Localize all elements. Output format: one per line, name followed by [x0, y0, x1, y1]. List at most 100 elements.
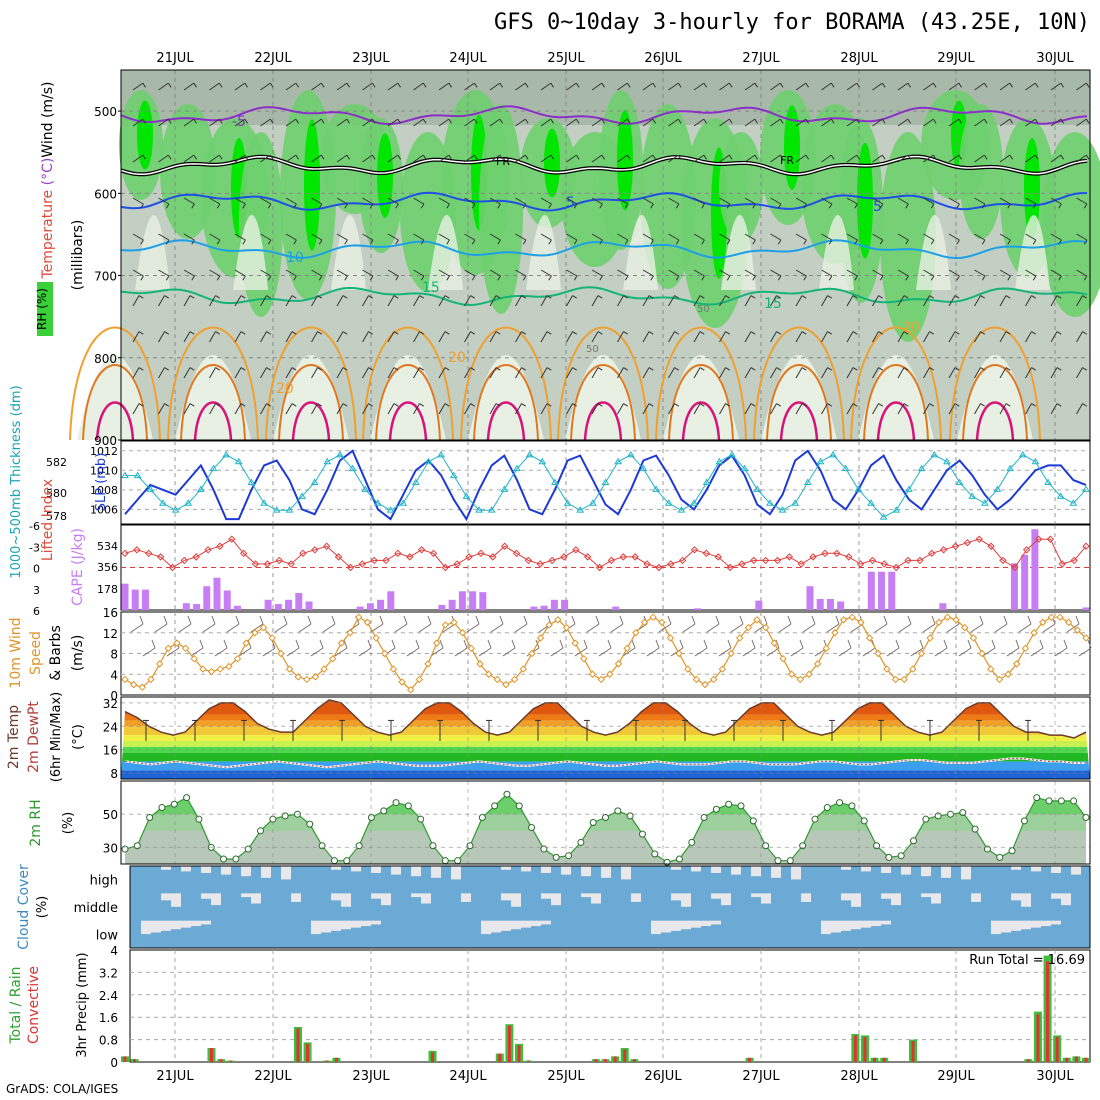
- rh-point: [257, 827, 265, 835]
- wind-speed-point: [658, 618, 666, 627]
- wind-speed-point: [311, 673, 320, 681]
- wind-barb-flag: [648, 403, 654, 407]
- surface-wind-barb-flag: [1087, 639, 1092, 649]
- temp-line: [124, 699, 1087, 739]
- wind-barb-flag: [165, 203, 170, 209]
- wind-barb: [132, 331, 140, 343]
- isotherm-30-loop: [876, 401, 916, 441]
- wind-barb: [515, 197, 527, 205]
- wind-barb: [464, 269, 476, 277]
- wind-barb-flag: [674, 295, 680, 299]
- isotherm-30-loop: [779, 401, 819, 441]
- wind-barb-flag: [295, 82, 299, 88]
- wind-barb-flag: [546, 367, 552, 371]
- wind-barb: [999, 118, 1011, 127]
- surface-wind-barb: [1042, 623, 1056, 633]
- thickness-point: [1044, 478, 1052, 485]
- wind-barb: [719, 295, 726, 307]
- cape-bar: [837, 601, 845, 610]
- rh-point: [170, 800, 178, 808]
- li-point: [441, 563, 450, 572]
- wind-barb-flag: [291, 331, 297, 335]
- cloud-clear-gap: [381, 893, 391, 906]
- wind-barb-flag: [575, 154, 580, 160]
- isotherm-30-loop: [681, 401, 721, 441]
- wind-barb-flag: [215, 403, 221, 407]
- cape-bar: [182, 603, 190, 610]
- wind-speed-point: [710, 675, 718, 684]
- wind-barb: [693, 331, 701, 343]
- li-point: [477, 549, 485, 558]
- wind-barb-flag: [650, 239, 654, 245]
- wind-barb-flag: [240, 295, 246, 299]
- wind-barb: [974, 367, 981, 379]
- wind-barb-flag: [346, 154, 350, 160]
- rh-point: [749, 817, 757, 825]
- li-point: [500, 542, 509, 550]
- wind-barb: [719, 331, 726, 343]
- wind-barb: [668, 269, 680, 277]
- wind-barb: [285, 269, 297, 277]
- wind-barb: [540, 197, 552, 205]
- cloud-clear-gap: [181, 866, 191, 872]
- wind-barb-flag: [266, 331, 272, 335]
- wind-barb-flag: [575, 118, 580, 124]
- wind-barb: [209, 295, 216, 307]
- thickness-point: [917, 464, 926, 472]
- surface-wind-barb-flag: [667, 615, 672, 625]
- rh-point: [454, 857, 462, 865]
- thickness-point: [133, 471, 142, 479]
- wind-barb-flag: [550, 82, 554, 88]
- wind-barb: [974, 82, 985, 91]
- cloud-clear-gap: [821, 920, 831, 935]
- wind-barb: [132, 154, 144, 163]
- wind-barb: [719, 82, 730, 91]
- cloud-clear-gap: [871, 920, 881, 927]
- surface-wind-barb: [826, 623, 840, 633]
- wind-barb: [285, 82, 297, 91]
- wind-barb-flag: [674, 367, 680, 371]
- thickness-point: [576, 506, 585, 513]
- wind-barb-flag: [495, 403, 501, 407]
- wind-barb: [668, 367, 675, 379]
- wind-barb: [617, 197, 629, 205]
- wind-barb: [1076, 233, 1088, 241]
- cape-bar: [694, 608, 702, 610]
- li-point: [429, 549, 438, 558]
- temp-band: [121, 746, 1090, 753]
- panel-2m-temp: [120, 696, 1091, 780]
- wind-barb: [234, 367, 242, 379]
- surface-wind-barb: [898, 623, 912, 633]
- wind-speed-point: [580, 654, 588, 663]
- run-total-label: Run Total = 16.69: [969, 953, 1085, 968]
- wind-barb-flag: [244, 82, 248, 88]
- li-point: [773, 556, 782, 565]
- top-day-label: 28JUL: [840, 51, 878, 66]
- wind-barb-flag: [218, 82, 223, 88]
- rh-point: [638, 830, 646, 838]
- cape-bar: [755, 600, 763, 610]
- isotherm-line: [120, 105, 1088, 126]
- wind-barb-flag: [958, 154, 962, 160]
- wind-barb-flag: [1007, 275, 1011, 281]
- wind-barb: [974, 154, 985, 163]
- wind-barb: [413, 331, 420, 343]
- wind-barb: [336, 295, 344, 307]
- surface-wind-barb: [262, 647, 276, 657]
- surface-wind-barb-flag: [415, 639, 420, 649]
- wind-barb: [693, 269, 705, 277]
- cloud-clear-gap: [541, 893, 551, 899]
- thickness-point: [1082, 485, 1090, 492]
- wind-barb-flag: [801, 367, 807, 371]
- wind-barb: [566, 197, 578, 205]
- cloud-clear-gap: [451, 866, 461, 880]
- wind-barb: [795, 233, 807, 241]
- wind-barb: [234, 331, 242, 343]
- surface-wind-barb: [934, 647, 948, 657]
- wind-barb: [923, 233, 935, 241]
- wind-barb-flag: [674, 403, 680, 407]
- thickness-point: [449, 471, 458, 479]
- wind-barb: [209, 269, 221, 277]
- wind-barb-flag: [420, 275, 425, 281]
- surface-wind-barb: [226, 623, 240, 633]
